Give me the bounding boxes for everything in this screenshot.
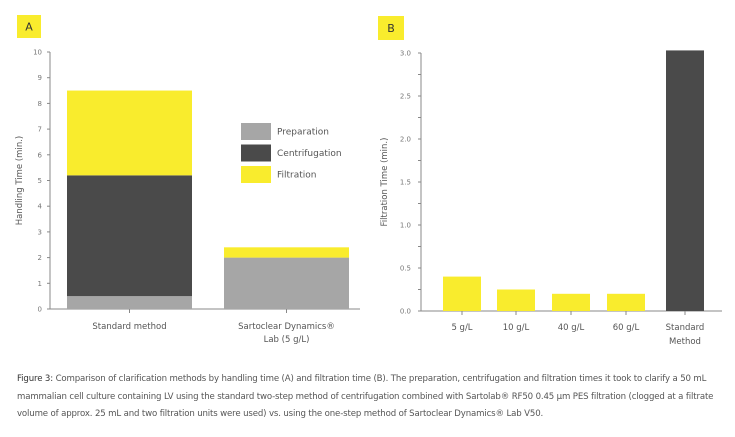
- caption-label: Figure 3:: [17, 374, 53, 384]
- y-tick-label: 1: [38, 280, 42, 288]
- x-tick-label: 5 g/L: [451, 323, 472, 333]
- bar-segment-preparation: [224, 257, 349, 309]
- legend-swatch: [241, 166, 271, 183]
- x-tick-label: Sartoclear Dynamics®: [238, 322, 335, 332]
- figure-caption: Figure 3: Comparison of clarification me…: [17, 371, 722, 424]
- bar: [497, 289, 535, 311]
- bar: [607, 293, 645, 311]
- y-tick-label: 2.5: [400, 93, 411, 101]
- y-tick-label: 0: [38, 306, 42, 314]
- x-tick-label: Standard method: [92, 322, 166, 332]
- y-tick-label: 3.0: [400, 50, 411, 58]
- y-tick-label: 2.0: [400, 136, 411, 144]
- y-tick-label: 10: [33, 49, 42, 57]
- panel-label-box: [378, 16, 404, 40]
- bar: [443, 276, 481, 311]
- y-tick-label: 6: [38, 151, 43, 159]
- y-tick-label: 5: [38, 177, 42, 185]
- legend-swatch: [241, 123, 271, 140]
- legend-swatch: [241, 144, 271, 162]
- y-tick-label: 4: [38, 203, 43, 211]
- y-axis-label: Handling Time (min.): [15, 136, 25, 225]
- x-tick-label: 10 g/L: [503, 323, 530, 333]
- y-axis-label: Filtration Time (min.): [380, 138, 390, 227]
- x-tick-label: 40 g/L: [558, 323, 585, 333]
- figure: A 0 1 2 3 4 5 6 7 8 9 10 Handling Time (min.) Standar…: [15, 15, 722, 347]
- bar-segment-filtration: [67, 90, 192, 176]
- x-tick-label: Standard: [666, 323, 705, 333]
- legend-label: Filtration: [277, 171, 317, 181]
- y-tick-label: 9: [38, 74, 42, 82]
- caption-text: Comparison of clarification methods by h…: [17, 374, 714, 419]
- x-tick-label: Method: [669, 337, 701, 347]
- y-tick-label: 8: [38, 100, 42, 108]
- legend-label: Centrifugation: [277, 149, 342, 159]
- y-tick-label: 1.0: [400, 222, 411, 230]
- y-tick-label: 7: [38, 126, 42, 134]
- bar-segment-centrifugation: [67, 175, 192, 297]
- legend-label: Preparation: [277, 128, 329, 138]
- x-tick-label: 60 g/L: [613, 323, 640, 333]
- bar-segment-preparation: [67, 296, 192, 309]
- panel-label: B: [387, 22, 395, 35]
- x-tick-label: Lab (5 g/L): [264, 335, 310, 345]
- panel-label-box: [17, 15, 41, 38]
- y-tick-label: 3: [38, 228, 42, 236]
- y-tick-label: 1.5: [400, 179, 411, 187]
- y-tick-label: 0.0: [400, 308, 411, 316]
- bar: [552, 293, 590, 311]
- y-tick-label: 2: [38, 254, 42, 262]
- panel-label: A: [25, 21, 33, 34]
- bar: [666, 50, 704, 312]
- bar-segment-filtration: [224, 247, 349, 258]
- y-tick-label: 0.5: [400, 265, 411, 273]
